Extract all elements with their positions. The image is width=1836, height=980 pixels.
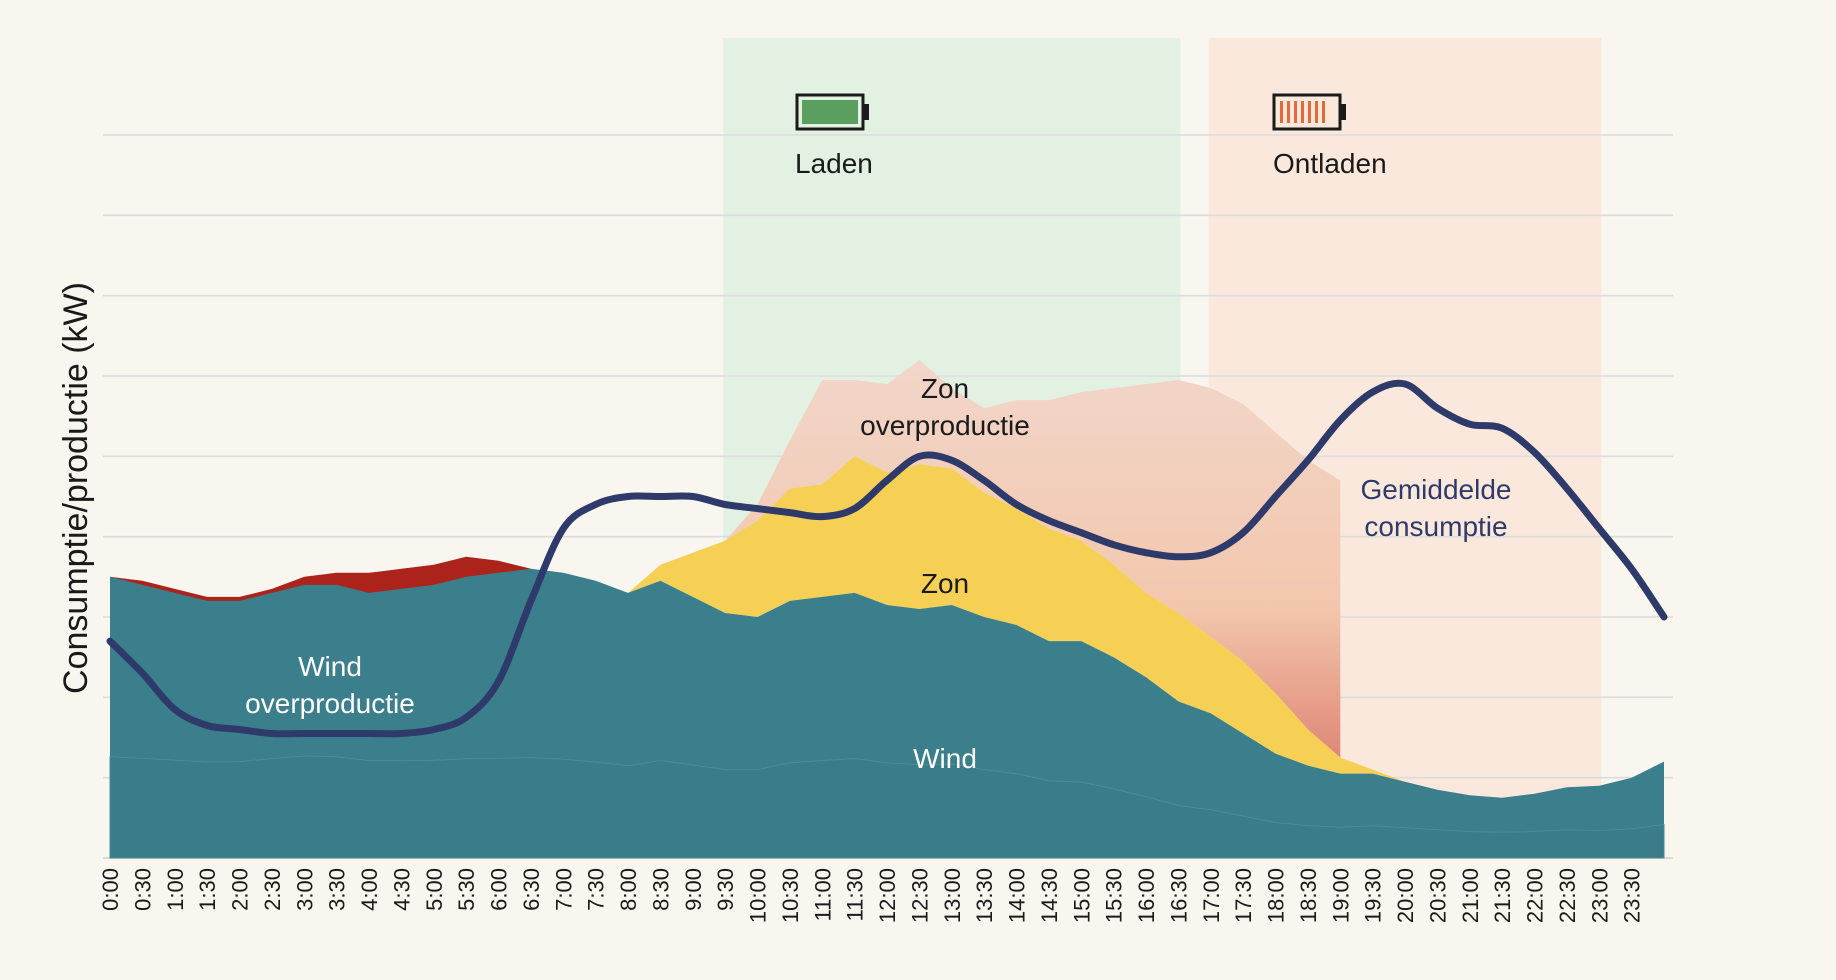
x-tick-label: 3:30 [325,868,350,911]
band-label-laden: Laden [795,148,873,179]
label-consumptie-2: consumptie [1364,511,1507,542]
battery-bar [1308,101,1311,123]
x-tick-label: 20:00 [1393,868,1418,923]
x-tick-label: 23:30 [1620,868,1645,923]
label-wind-overproductie-1: Wind [298,651,362,682]
x-tick-label: 23:00 [1587,868,1612,923]
x-tick-label: 3:00 [292,868,317,911]
battery-bar [1294,101,1297,123]
consumption-line-layer [106,379,1668,738]
area-zon [595,456,1405,782]
line-gemiddelde-consumptie [106,379,1668,738]
x-tick-label: 22:00 [1523,868,1548,923]
x-tick-label: 19:30 [1361,868,1386,923]
x-tick-label: 6:30 [519,868,544,911]
x-tick-label: 21:00 [1458,868,1483,923]
x-tick-label: 12:00 [875,868,900,923]
x-tick-label: 12:30 [907,868,932,923]
x-tick-label: 10:00 [746,868,771,923]
x-tick-label: 10:30 [778,868,803,923]
battery-bar [1315,101,1318,123]
x-tick-label: 8:30 [648,868,673,911]
battery-bar [1322,101,1325,123]
label-consumptie-1: Gemiddelde [1361,474,1512,505]
x-tick-label: 7:30 [584,868,609,911]
x-tick-label: 13:00 [940,868,965,923]
x-tick-label: 4:30 [389,868,414,911]
band-label-ontladen: Ontladen [1273,148,1387,179]
x-tick-label: 2:00 [228,868,253,911]
x-tick-label: 9:00 [681,868,706,911]
label-zon-overproductie-2: overproductie [860,410,1030,441]
area-zon-overproductie [628,359,1341,758]
y-axis-label: Consumptie/productie (kW) [57,282,95,694]
x-tick-label: 15:00 [1069,868,1094,923]
x-tick-label: 4:00 [357,868,382,911]
battery-full-icon [795,93,869,131]
areas-layer [109,359,1665,859]
label-zon: Zon [921,568,969,599]
x-tick-label: 22:30 [1555,868,1580,923]
x-tick-label: 14:30 [1037,868,1062,923]
x-tick-label: 1:00 [163,868,188,911]
battery-low-icon [1272,93,1346,131]
x-tick-label: 16:00 [1134,868,1159,923]
x-tick-label: 9:30 [713,868,738,911]
x-tick-label: 16:30 [1166,868,1191,923]
x-tick-label: 0:00 [98,868,123,911]
x-tick-label: 14:00 [1005,868,1030,923]
label-wind-overproductie-2: overproductie [245,688,415,719]
x-tick-label: 1:30 [195,868,220,911]
x-tick-label: 5:30 [454,868,479,911]
battery-bar [1287,101,1290,123]
x-tick-label: 18:30 [1296,868,1321,923]
x-tick-label: 11:00 [810,868,835,921]
x-tick-label: 21:30 [1490,868,1515,923]
x-tick-labels: 0:00 0:30 1:00 1:30 2:00 2:30 3:00 3:30 4:00 4:30… [98,868,1645,923]
x-tick-label: 11:30 [843,868,868,921]
x-tick-label: 18:00 [1264,868,1289,923]
x-tick-label: 7:00 [551,868,576,911]
x-tick-label: 6:00 [487,868,512,911]
x-tick-label: 5:00 [422,868,447,911]
x-tick-label: 13:30 [972,868,997,923]
x-tick-label: 15:30 [1102,868,1127,923]
x-tick-label: 19:00 [1328,868,1353,923]
label-wind: Wind [913,743,977,774]
x-tick-label: 8:00 [616,868,641,911]
x-tick-label: 17:30 [1231,868,1256,923]
x-tick-label: 2:30 [260,868,285,911]
area-wind-inner [109,755,1665,859]
battery-bar [1280,101,1283,123]
x-tick-label: 17:00 [1199,868,1224,923]
label-zon-overproductie-1: Zon [921,373,969,404]
x-tick-label: 20:30 [1425,868,1450,923]
x-tick-label: 0:30 [130,868,155,911]
battery-bar [1301,101,1304,123]
